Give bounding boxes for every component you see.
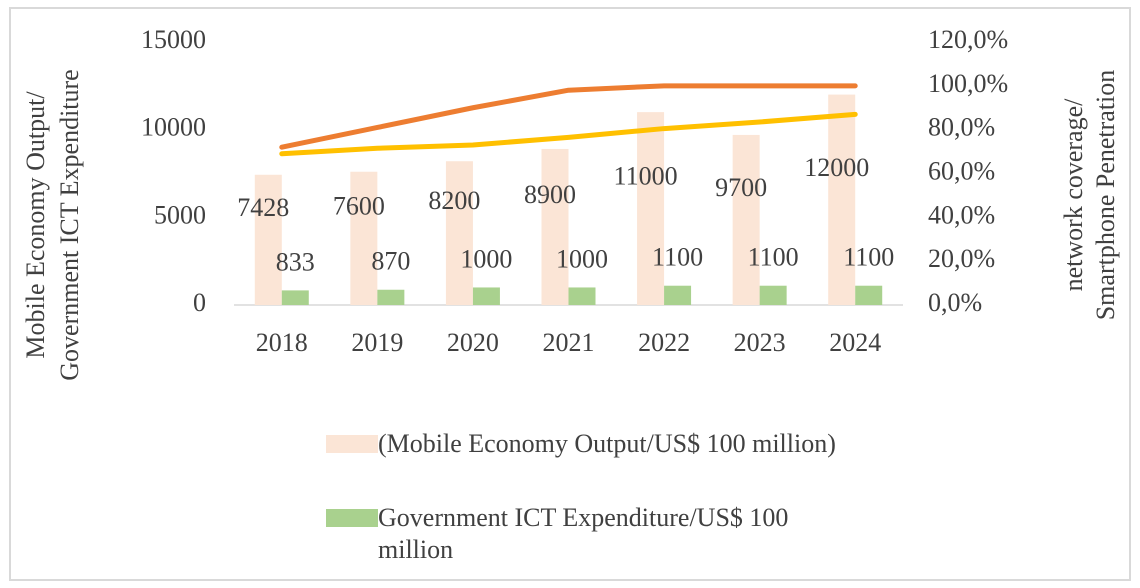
y2-tick-label: 120,0% xyxy=(928,25,1008,54)
y-axis-title: Mobile Economy Output/ xyxy=(21,91,50,359)
x-tick-label: 2022 xyxy=(638,328,690,357)
x-tick-label: 2019 xyxy=(351,328,403,357)
y2-tick-label: 40,0% xyxy=(928,200,995,229)
bar xyxy=(281,290,309,305)
y2-tick-label: 100,0% xyxy=(928,69,1008,98)
data-label: 1100 xyxy=(748,243,799,272)
legend-item: Government ICT Expenditure/US$ 100 milli… xyxy=(326,502,848,566)
bar xyxy=(664,285,692,305)
bar xyxy=(254,174,282,305)
line xyxy=(279,83,858,150)
legend-swatch xyxy=(326,509,378,527)
legend-swatch xyxy=(326,435,378,453)
data-label: 8900 xyxy=(524,180,576,209)
data-label: 11000 xyxy=(614,162,678,191)
legend-item: (Mobile Economy Output/US$ 100 million) xyxy=(326,428,848,460)
y2-axis-title: network coverage/ xyxy=(1059,98,1088,292)
bar xyxy=(855,285,883,305)
x-tick-label: 2020 xyxy=(447,328,499,357)
y-tick-label: 10000 xyxy=(141,113,206,142)
x-tick-label: 2018 xyxy=(256,328,308,357)
data-label: 7428 xyxy=(237,193,289,222)
y2-tick-label: 80,0% xyxy=(928,113,995,142)
data-label: 870 xyxy=(371,247,410,276)
bar xyxy=(732,134,760,305)
bar xyxy=(377,289,405,305)
line xyxy=(279,111,858,157)
y2-tick-label: 20,0% xyxy=(928,244,995,273)
data-label: 8200 xyxy=(428,186,480,215)
data-label: 7600 xyxy=(333,191,385,220)
bar xyxy=(828,94,856,305)
data-label: 12000 xyxy=(804,153,869,182)
bar xyxy=(568,287,596,305)
data-label: 833 xyxy=(276,247,315,276)
y2-axis-title: Smartphone Penetration xyxy=(1091,70,1120,321)
bar xyxy=(350,171,378,305)
y-tick-label: 0 xyxy=(193,288,206,317)
data-label: 1100 xyxy=(652,243,703,272)
bar xyxy=(445,161,473,305)
y-tick-label: 5000 xyxy=(154,200,206,229)
x-tick-label: 2023 xyxy=(734,328,786,357)
bar xyxy=(637,112,665,305)
y-axis-title: Government ICT Expenditure xyxy=(55,69,84,380)
data-label: 1000 xyxy=(460,244,512,273)
y-tick-label: 15000 xyxy=(141,25,206,54)
data-label: 1000 xyxy=(556,244,608,273)
data-label: 9700 xyxy=(715,173,767,202)
bar xyxy=(472,287,500,305)
legend-label: Government ICT Expenditure/US$ 100 milli… xyxy=(378,503,789,564)
y2-tick-label: 0,0% xyxy=(928,288,982,317)
x-tick-label: 2021 xyxy=(543,328,595,357)
legend-label: (Mobile Economy Output/US$ 100 million) xyxy=(378,429,836,458)
chart-border xyxy=(9,7,1131,581)
y2-tick-label: 60,0% xyxy=(928,156,995,185)
bar xyxy=(759,285,787,305)
data-label: 1100 xyxy=(843,243,894,272)
bar xyxy=(541,148,569,305)
x-tick-label: 2024 xyxy=(829,328,881,357)
